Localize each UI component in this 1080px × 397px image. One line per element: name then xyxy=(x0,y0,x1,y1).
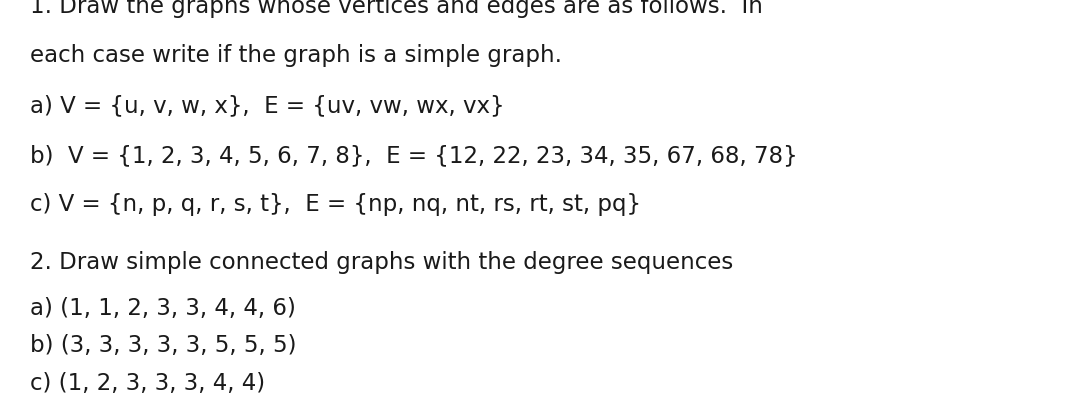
Text: a) V = {u, v, w, x},  E = {uv, vw, wx, vx}: a) V = {u, v, w, x}, E = {uv, vw, wx, vx… xyxy=(30,94,504,117)
Text: b)  V = {1, 2, 3, 4, 5, 6, 7, 8},  E = {12, 22, 23, 34, 35, 67, 68, 78}: b) V = {1, 2, 3, 4, 5, 6, 7, 8}, E = {12… xyxy=(30,144,798,167)
Text: c) V = {n, p, q, r, s, t},  E = {np, nq, nt, rs, rt, st, pq}: c) V = {n, p, q, r, s, t}, E = {np, nq, … xyxy=(30,193,642,216)
Text: b) (3, 3, 3, 3, 3, 5, 5, 5): b) (3, 3, 3, 3, 3, 5, 5, 5) xyxy=(30,334,297,357)
Text: each case write if the graph is a simple graph.: each case write if the graph is a simple… xyxy=(30,44,563,67)
Text: 2. Draw simple connected graphs with the degree sequences: 2. Draw simple connected graphs with the… xyxy=(30,251,733,274)
Text: c) (1, 2, 3, 3, 3, 4, 4): c) (1, 2, 3, 3, 3, 4, 4) xyxy=(30,372,266,395)
Text: a) (1, 1, 2, 3, 3, 4, 4, 6): a) (1, 1, 2, 3, 3, 4, 4, 6) xyxy=(30,297,296,320)
Text: 1. Draw the graphs whose vertices and edges are as follows.  In: 1. Draw the graphs whose vertices and ed… xyxy=(30,0,764,18)
